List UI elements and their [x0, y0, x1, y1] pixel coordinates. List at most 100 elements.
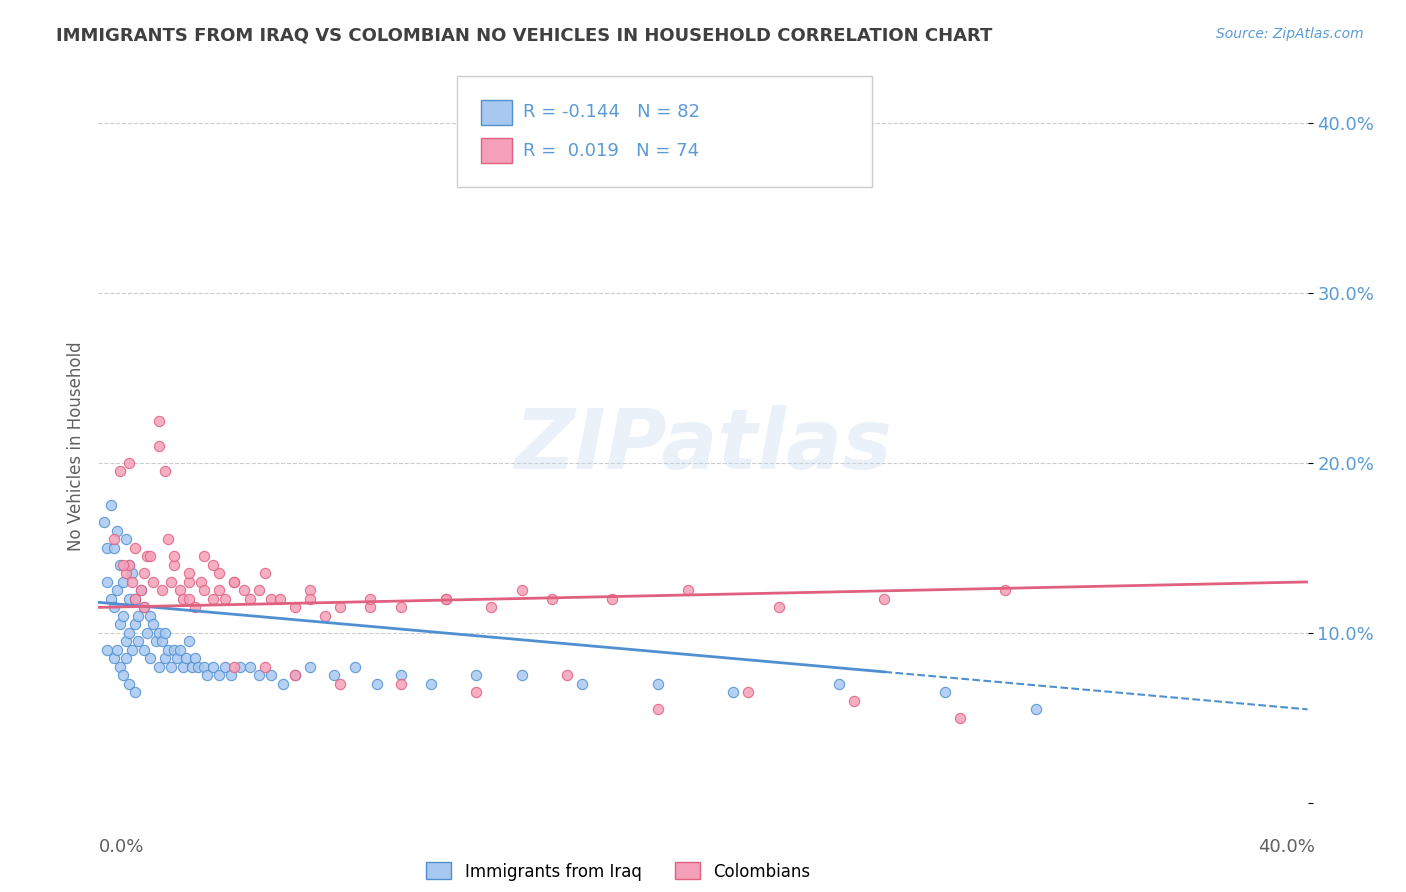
Y-axis label: No Vehicles in Household: No Vehicles in Household — [66, 341, 84, 551]
Point — [510, 583, 533, 598]
Point — [193, 660, 215, 674]
Point — [221, 668, 243, 682]
Point — [139, 651, 162, 665]
Point — [193, 583, 215, 598]
Point — [135, 626, 157, 640]
Point — [299, 583, 322, 598]
Point — [150, 583, 173, 598]
Point — [647, 677, 669, 691]
Point — [647, 702, 669, 716]
Point — [124, 591, 146, 606]
Text: IMMIGRANTS FROM IRAQ VS COLOMBIAN NO VEHICLES IN HOUSEHOLD CORRELATION CHART: IMMIGRANTS FROM IRAQ VS COLOMBIAN NO VEH… — [56, 27, 993, 45]
Point — [169, 583, 191, 598]
Point — [602, 591, 624, 606]
Point — [571, 677, 593, 691]
Point — [314, 608, 336, 623]
Point — [269, 591, 291, 606]
Point — [105, 583, 128, 598]
Point — [949, 711, 972, 725]
Point — [247, 668, 270, 682]
Point — [148, 439, 170, 453]
Point — [111, 668, 134, 682]
Point — [202, 660, 225, 674]
Point — [434, 591, 457, 606]
Point — [174, 651, 197, 665]
Point — [124, 685, 146, 699]
Point — [253, 566, 276, 581]
Point — [540, 591, 562, 606]
Point — [208, 583, 231, 598]
Point — [129, 583, 152, 598]
Point — [132, 600, 155, 615]
Point — [232, 583, 254, 598]
Point — [150, 634, 173, 648]
Point — [163, 549, 186, 564]
Point — [139, 549, 162, 564]
Text: ZIPatlas: ZIPatlas — [515, 406, 891, 486]
Point — [360, 591, 382, 606]
Point — [723, 685, 745, 699]
Point — [111, 558, 134, 572]
Point — [284, 668, 307, 682]
Point — [344, 660, 367, 674]
Point — [768, 600, 790, 615]
Point — [510, 668, 533, 682]
Point — [114, 651, 136, 665]
Point — [179, 574, 201, 589]
Point — [247, 583, 270, 598]
Point — [153, 465, 176, 479]
Point — [118, 677, 141, 691]
Point — [208, 566, 231, 581]
Point — [118, 558, 141, 572]
Point — [93, 516, 115, 530]
Point — [142, 617, 165, 632]
Point — [145, 634, 167, 648]
Point — [96, 541, 118, 555]
Point — [96, 643, 118, 657]
Point — [844, 694, 866, 708]
Point — [299, 591, 322, 606]
Point — [148, 413, 170, 427]
Point — [124, 617, 146, 632]
Point — [103, 600, 125, 615]
Point — [481, 600, 503, 615]
Point — [127, 634, 149, 648]
Point — [224, 574, 246, 589]
Point — [181, 660, 204, 674]
Point — [420, 677, 443, 691]
Point — [190, 574, 212, 589]
Point — [187, 660, 209, 674]
Point — [360, 600, 382, 615]
Point — [1024, 702, 1046, 716]
Point — [389, 668, 412, 682]
Point — [118, 558, 141, 572]
Point — [132, 600, 155, 615]
Point — [148, 660, 170, 674]
Point — [121, 643, 143, 657]
Point — [994, 583, 1017, 598]
Point — [105, 643, 128, 657]
Point — [271, 677, 294, 691]
Point — [676, 583, 699, 598]
Point — [208, 668, 231, 682]
Point — [202, 591, 225, 606]
Point — [239, 660, 262, 674]
Point — [114, 566, 136, 581]
Point — [135, 549, 157, 564]
Point — [465, 668, 488, 682]
Point — [132, 643, 155, 657]
Point — [153, 651, 176, 665]
Point — [260, 668, 283, 682]
Point — [108, 465, 131, 479]
Text: 0.0%: 0.0% — [98, 838, 143, 855]
Point — [184, 600, 207, 615]
Point — [156, 643, 179, 657]
Point — [124, 591, 146, 606]
Point — [202, 558, 225, 572]
Point — [111, 608, 134, 623]
Point — [179, 634, 201, 648]
Point — [103, 651, 125, 665]
Point — [224, 574, 246, 589]
Point — [555, 668, 578, 682]
Point — [299, 660, 322, 674]
